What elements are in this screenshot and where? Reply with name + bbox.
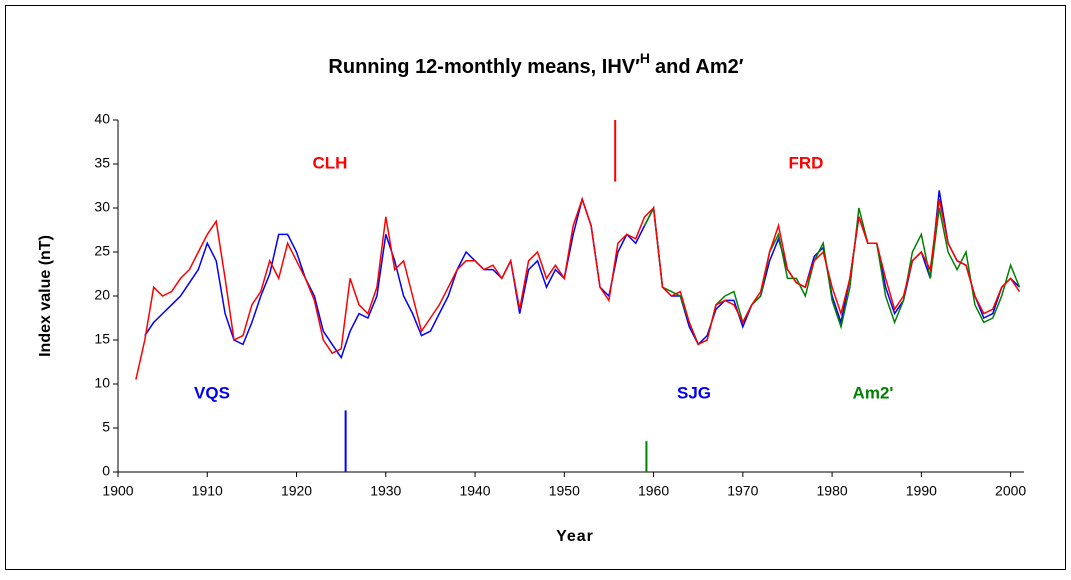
x-tick-label: 1970: [727, 483, 758, 499]
chart-title: Running 12-monthly means, IHV′H and Am2′: [328, 50, 743, 79]
x-tick-label: 1960: [638, 483, 669, 499]
x-tick-label: 1980: [817, 483, 848, 499]
annotation: Am2': [853, 383, 894, 402]
y-tick-label: 5: [102, 419, 110, 435]
annotation: VQS: [194, 383, 230, 402]
title-superscript: H: [640, 50, 650, 66]
annotation: FRD: [789, 153, 824, 172]
x-tick-label: 1900: [102, 483, 133, 499]
x-tick-label: 2000: [995, 483, 1026, 499]
y-tick-label: 30: [94, 199, 110, 215]
series-line: [135, 196, 1021, 380]
x-tick-label: 1920: [281, 483, 312, 499]
y-tick-label: 10: [94, 375, 110, 391]
annotation: CLH: [313, 153, 348, 172]
y-tick-label: 20: [94, 287, 110, 303]
y-tick-label: 35: [94, 155, 110, 171]
annotation: SJG: [677, 383, 711, 402]
y-tick-label: 15: [94, 331, 110, 347]
y-tick-label: 40: [94, 111, 110, 127]
y-axis-label: Index value (nT): [37, 235, 54, 357]
x-tick-label: 1990: [906, 483, 937, 499]
y-tick-label: 0: [102, 463, 110, 479]
x-tick-label: 1950: [549, 483, 580, 499]
x-axis-label: Year: [556, 528, 594, 545]
title-end: and Am2′: [655, 56, 744, 78]
x-tick-label: 1930: [370, 483, 401, 499]
x-tick-label: 1940: [459, 483, 490, 499]
y-tick-label: 25: [94, 243, 110, 259]
x-tick-label: 1910: [192, 483, 223, 499]
title-main: Running 12-monthly means, IHV′: [328, 56, 640, 78]
